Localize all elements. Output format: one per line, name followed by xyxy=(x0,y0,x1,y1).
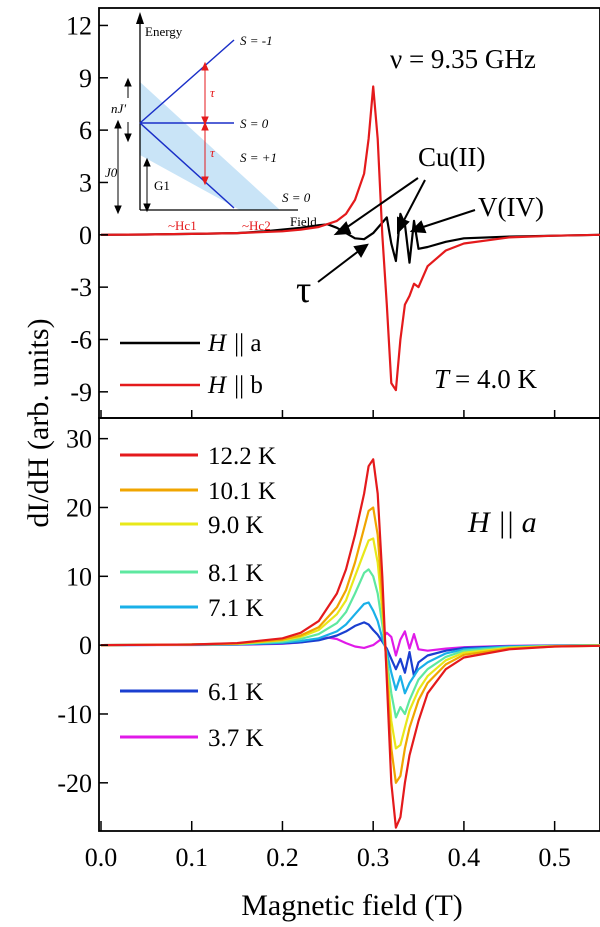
x-axis-label: Magnetic field (T) xyxy=(241,889,463,922)
y-tick-label: -9 xyxy=(70,378,92,407)
y-tick-label: 20 xyxy=(66,493,92,522)
energy-level-inset: Energy Field S = -1 S = 0 S = +1 S = 0 τ… xyxy=(105,12,317,233)
bottom-panel-label: H || a xyxy=(467,506,537,539)
top-legend: H || a H || b xyxy=(120,330,263,399)
inset-s-zero-label: S = 0 xyxy=(282,190,311,205)
y-axis-label: dI/dH (arb. units) xyxy=(22,318,55,527)
axis-ticks: 0.0 0.1 0.2 0.3 0.4 0.5129630-3-6-93020100-10… xyxy=(57,11,571,872)
inset-sp1-label: S = +1 xyxy=(240,150,277,165)
annotation-arrows xyxy=(317,177,476,283)
legend-label: 10.1 K xyxy=(208,478,276,505)
inset-tau-upper: τ xyxy=(210,85,216,100)
bottom-panel-series xyxy=(100,458,600,829)
inset-energy-label: Energy xyxy=(145,24,183,39)
y-tick-label: 3 xyxy=(79,168,92,197)
v-annotation: V(IV) xyxy=(478,192,544,222)
legend-label: 7.1 K xyxy=(208,595,264,622)
series-line-9-0-k xyxy=(100,537,600,750)
inset-sm1-label: S = -1 xyxy=(240,33,273,48)
inset-g1-label: G1 xyxy=(154,178,170,193)
inset-shaded-band xyxy=(140,82,280,210)
series-line-7-1-k xyxy=(100,601,600,695)
legend-label: 9.0 K xyxy=(208,512,264,539)
y-tick-label: 10 xyxy=(66,562,92,591)
bottom-legend: 12.2 K 10.1 K 9.0 K 8.1 K 7.1 K 6.1 K 3.7 K xyxy=(120,443,276,752)
y-tick-label: -10 xyxy=(57,700,92,729)
svg-text:= 4.0 K: = 4.0 K xyxy=(455,364,537,394)
legend-label: 12.2 K xyxy=(208,443,276,470)
inset-level-sm1 xyxy=(139,39,235,124)
series-line-h-b xyxy=(100,85,600,392)
y-tick-label: 6 xyxy=(79,116,92,145)
legend-h-b: H || b xyxy=(207,372,263,399)
cu-annotation: Cu(II) xyxy=(418,142,485,172)
inset-j0-label: J0 xyxy=(105,165,118,180)
y-tick-label: 12 xyxy=(66,11,92,40)
inset-hc1-label: ~Hc1 xyxy=(168,218,197,233)
series-line-8-1-k xyxy=(100,568,600,719)
bottom-panel-frame xyxy=(98,417,600,832)
y-tick-label: -3 xyxy=(70,273,92,302)
inset-s0-label: S = 0 xyxy=(240,116,269,131)
inset-tau-lower: τ xyxy=(210,145,216,160)
tau-annotation: τ xyxy=(296,269,311,311)
legend-h-a: H || a xyxy=(207,330,261,357)
legend-label: 8.1 K xyxy=(208,560,264,587)
inset-field-label: Field xyxy=(290,214,317,229)
series-line-3-7-k xyxy=(100,630,600,657)
y-tick-label: 0 xyxy=(79,221,92,250)
inset-nj-label: nJ' xyxy=(111,101,126,116)
y-tick-label: 9 xyxy=(79,64,92,93)
x-tick-label: 0.4 xyxy=(448,843,481,872)
y-tick-label: -6 xyxy=(70,325,92,354)
y-tick-label: -20 xyxy=(57,769,92,798)
x-tick-label: 0.1 xyxy=(175,843,208,872)
x-tick-label: 0.5 xyxy=(538,843,571,872)
temperature-label: T = 4.0 K xyxy=(434,364,537,394)
svg-text:T: T xyxy=(434,364,451,394)
y-tick-label: 30 xyxy=(66,425,92,454)
x-tick-label: 0.2 xyxy=(266,843,299,872)
x-tick-label: 0.0 xyxy=(85,843,118,872)
series-line-12-2-k xyxy=(100,458,600,829)
inset-hc2-label: ~Hc2 xyxy=(242,218,271,233)
top-panel-series xyxy=(100,85,600,392)
frequency-label: ν = 9.35 GHz xyxy=(390,44,536,74)
x-tick-label: 0.3 xyxy=(357,843,390,872)
y-tick-label: 0 xyxy=(79,631,92,660)
legend-label: 6.1 K xyxy=(208,679,264,706)
inset-level-sp1 xyxy=(139,122,235,209)
legend-label: 3.7 K xyxy=(208,725,264,752)
